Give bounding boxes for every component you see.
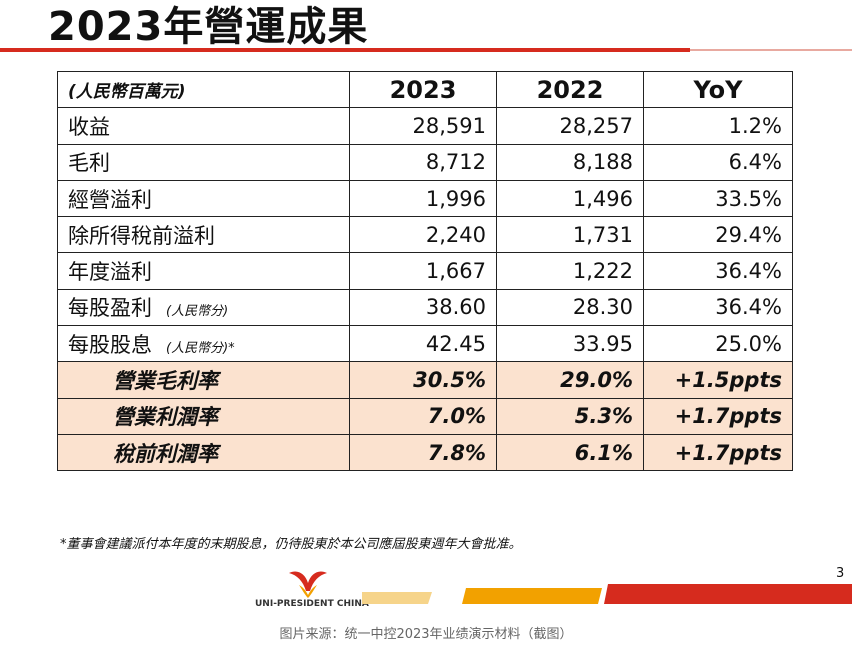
- image-caption: 图片来源：统一中控2023年业绩演示材料（截图）: [279, 627, 573, 642]
- highlight-row: 營業利潤率 7.0% 5.3% +1.7ppts: [57, 397, 793, 435]
- col-2022-header: 2022: [496, 70, 644, 109]
- value-yoy: 36.4%: [643, 288, 793, 327]
- value-2023: 38.60: [349, 288, 497, 327]
- row-label: 營業毛利率: [57, 361, 350, 399]
- results-table: (人民幣百萬元) 2023 2022 YoY 收益 28,591 28,257 …: [57, 70, 793, 472]
- value-2023: 2,240: [349, 216, 497, 254]
- unit-header: (人民幣百萬元): [57, 70, 350, 109]
- table-row: 除所得稅前溢利 2,240 1,731 29.4%: [57, 216, 793, 254]
- value-yoy: 33.5%: [643, 179, 793, 218]
- table-header-row: (人民幣百萬元) 2023 2022 YoY: [57, 70, 793, 109]
- value-2022: 28.30: [496, 288, 644, 327]
- value-2023: 7.8%: [349, 433, 497, 472]
- row-unit-note: (人民幣分)*: [166, 340, 235, 356]
- row-label: 除所得稅前溢利: [57, 216, 350, 254]
- table-row: 毛利 8,712 8,188 6.4%: [57, 143, 793, 181]
- table-row: 年度溢利 1,667 1,222 36.4%: [57, 252, 793, 290]
- bird-logo-icon: [289, 571, 327, 598]
- footer-stripe: [362, 584, 852, 604]
- value-2023: 1,996: [349, 179, 497, 218]
- page-number: 3: [836, 566, 845, 581]
- value-yoy: 36.4%: [643, 252, 793, 290]
- row-label: 每股股息 (人民幣分)*: [57, 325, 350, 363]
- row-label: 年度溢利: [57, 252, 350, 290]
- table-row: 經營溢利 1,996 1,496 33.5%: [57, 179, 793, 218]
- value-2023: 8,712: [349, 143, 497, 181]
- col-2023-header: 2023: [349, 70, 497, 109]
- value-2023: 30.5%: [349, 361, 497, 399]
- row-label: 營業利潤率: [57, 397, 350, 435]
- value-yoy: +1.7ppts: [643, 433, 793, 472]
- row-label: 毛利: [57, 143, 350, 181]
- row-label: 每股盈利 (人民幣分): [57, 288, 350, 327]
- footnote: *董事會建議派付本年度的末期股息，仍待股東於本公司應屆股東週年大會批准。: [60, 537, 522, 552]
- table-row: 收益 28,591 28,257 1.2%: [57, 107, 793, 145]
- value-2022: 33.95: [496, 325, 644, 363]
- table-row: 每股股息 (人民幣分)* 42.45 33.95 25.0%: [57, 325, 793, 363]
- value-2022: 6.1%: [496, 433, 644, 472]
- value-2022: 29.0%: [496, 361, 644, 399]
- value-yoy: 29.4%: [643, 216, 793, 254]
- value-yoy: 25.0%: [643, 325, 793, 363]
- value-2022: 1,731: [496, 216, 644, 254]
- value-2023: 28,591: [349, 107, 497, 145]
- value-2022: 28,257: [496, 107, 644, 145]
- value-2023: 42.45: [349, 325, 497, 363]
- value-yoy: +1.7ppts: [643, 397, 793, 435]
- page-title: 2023年營運成果: [48, 4, 369, 50]
- title-underline: [0, 48, 690, 52]
- logo-wordmark: UNI-PRESIDENT CHINA: [255, 599, 369, 609]
- row-label: 稅前利潤率: [57, 433, 350, 472]
- col-yoy-header: YoY: [643, 70, 793, 109]
- title-underline-fade: [690, 49, 852, 51]
- value-yoy: 6.4%: [643, 143, 793, 181]
- row-label: 經營溢利: [57, 179, 350, 218]
- company-logo: UNI-PRESIDENT CHINA: [255, 567, 369, 612]
- value-2023: 1,667: [349, 252, 497, 290]
- value-2022: 5.3%: [496, 397, 644, 435]
- value-2022: 1,222: [496, 252, 644, 290]
- value-yoy: +1.5ppts: [643, 361, 793, 399]
- value-yoy: 1.2%: [643, 107, 793, 145]
- row-label: 收益: [57, 107, 350, 145]
- table-row: 每股盈利 (人民幣分) 38.60 28.30 36.4%: [57, 288, 793, 327]
- value-2022: 1,496: [496, 179, 644, 218]
- value-2023: 7.0%: [349, 397, 497, 435]
- row-unit-note: (人民幣分): [166, 304, 229, 320]
- value-2022: 8,188: [496, 143, 644, 181]
- highlight-row: 營業毛利率 30.5% 29.0% +1.5ppts: [57, 361, 793, 399]
- highlight-row: 稅前利潤率 7.8% 6.1% +1.7ppts: [57, 433, 793, 472]
